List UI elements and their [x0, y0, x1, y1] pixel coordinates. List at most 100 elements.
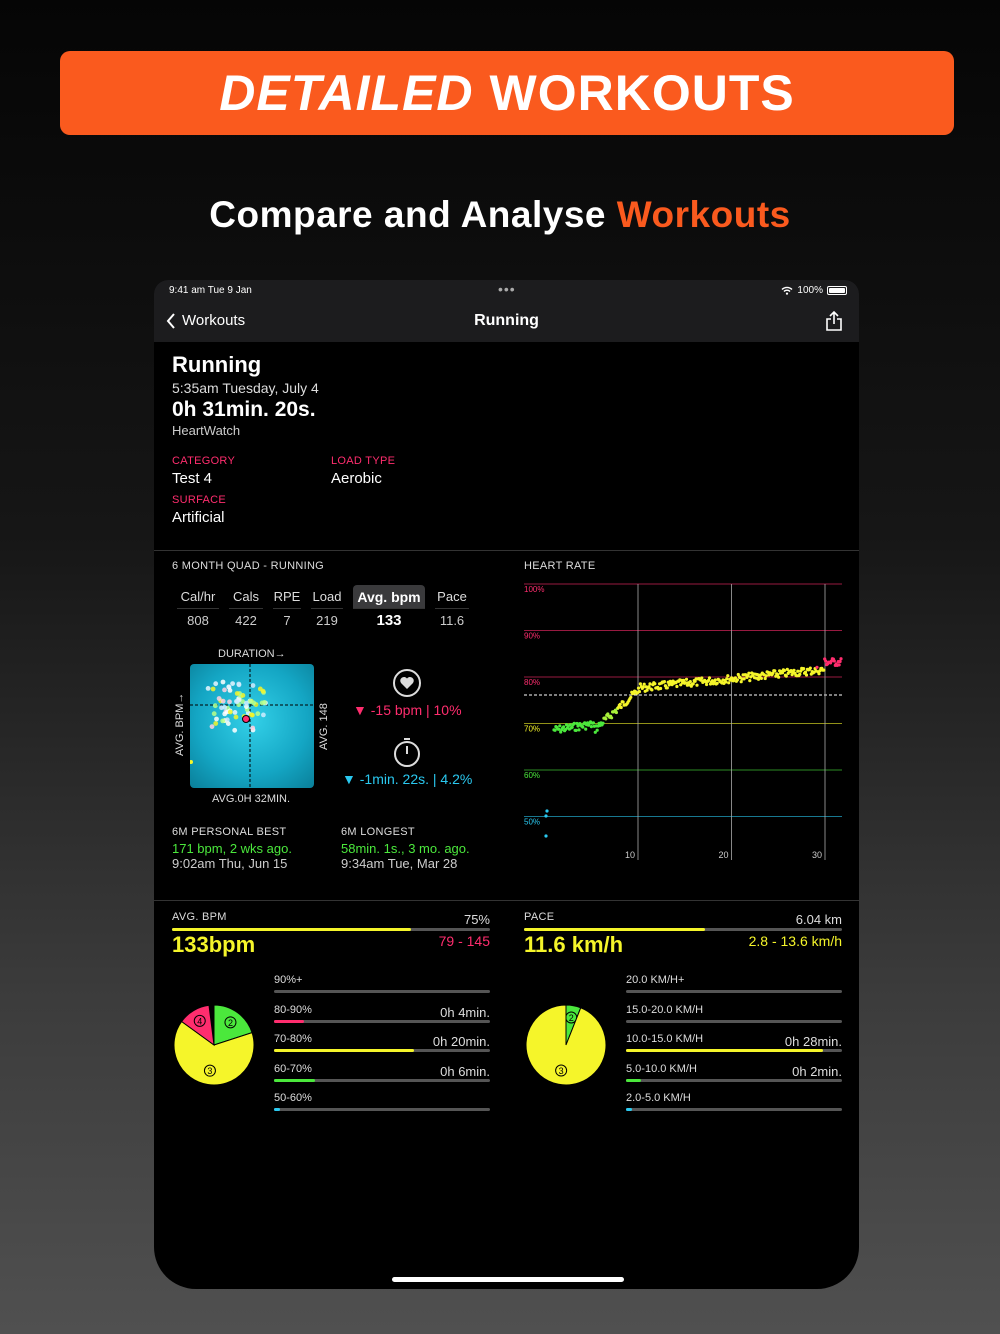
quad-stats-table: Cal/hr 808 Cals 422 RPE 7 Load 219 Avg. … [172, 585, 474, 633]
pie-zone-label: 2 [228, 1018, 233, 1028]
load-type-value: Aerobic [331, 470, 382, 487]
hr-sample-point [645, 688, 649, 692]
bpm-zone-track [274, 1078, 490, 1082]
hr-sample-point [804, 673, 809, 677]
quad-duration-axis-label: DURATION→ [218, 648, 286, 660]
stat-cal-hr[interactable]: Cal/hr 808 [172, 585, 224, 633]
hr-sample-point [619, 705, 623, 710]
hr-sample-point [629, 695, 633, 699]
hr-sample-point [577, 728, 581, 732]
bpm-zone-fill [274, 1078, 316, 1082]
hr-sample-point [544, 834, 548, 838]
hr-sample-point [562, 725, 566, 729]
pace-range: 2.8 - 13.6 km/h [748, 933, 842, 949]
hr-sample-point [792, 668, 796, 672]
hr-sample-point [659, 686, 663, 691]
quad-workout-point [225, 721, 231, 726]
pace-zone-label: 5.0-10.0 KM/H [626, 1062, 697, 1075]
hr-sample-point [568, 723, 572, 727]
hr-sample-point [544, 814, 548, 818]
quad-workout-point [222, 687, 227, 693]
quad-workout-point [261, 712, 266, 718]
bpm-zone-label: 70-80% [274, 1033, 312, 1045]
hr-sample-point [815, 665, 819, 669]
back-button[interactable]: Workouts [166, 312, 245, 329]
pace-zone-label: 2.0-5.0 KM/H [626, 1092, 691, 1104]
quad-workout-point [232, 710, 238, 715]
divider [154, 900, 859, 901]
bpm-zone-pie[interactable]: 2 3 4 [172, 1003, 256, 1087]
bpm-zone-fill [274, 1019, 305, 1023]
quad-bottom-label: AVG.0H 32MIN. [212, 793, 291, 805]
pace-distance: 6.04 km [795, 912, 842, 927]
pace-zone-track [626, 1108, 842, 1111]
hr-sample-point [584, 727, 588, 731]
hr-sample-point [796, 669, 800, 673]
battery-icon [827, 286, 847, 295]
banner-italic-text: DETAILED [219, 65, 474, 121]
hr-zone-label: 60% [524, 771, 540, 780]
pie-zone-label: 2 [569, 1013, 574, 1023]
stat-avg-bpm[interactable]: Avg. bpm 133 [348, 585, 430, 633]
hr-sample-point [707, 676, 712, 680]
bpm-zone-label: 50-60% [274, 1092, 312, 1104]
hr-sample-point [675, 684, 679, 689]
pace-zone-track [626, 1019, 842, 1023]
stat-cals[interactable]: Cals 422 [224, 585, 268, 633]
pie-zone-label: 3 [559, 1066, 564, 1076]
quad-workout-point [250, 725, 256, 731]
heart-rate-chart[interactable]: 100% 90% 80% 70% 60% 50% 10 20 30 [524, 580, 844, 865]
wifi-icon [781, 286, 793, 295]
quad-workout-point [227, 699, 232, 705]
hr-sample-point [591, 721, 595, 725]
hr-sample-point [695, 683, 699, 687]
pace-zone-pie[interactable]: 23 [524, 1003, 608, 1087]
stat-value: 808 [187, 613, 209, 628]
hr-sample-point [839, 657, 843, 661]
hr-sample-point [665, 686, 669, 690]
stat-header: Avg. bpm [353, 585, 425, 609]
hr-sample-point [700, 676, 704, 680]
hr-sample-point [557, 727, 561, 731]
hr-sample-point [618, 702, 622, 706]
hr-sample-point [817, 672, 821, 676]
quad-workout-point [211, 711, 217, 717]
hr-sample-point [693, 679, 697, 683]
hr-sample-point [648, 682, 652, 686]
hr-sample-point [773, 669, 777, 673]
stat-rpe[interactable]: RPE 7 [268, 585, 306, 633]
avg-bpm-progress-fill [172, 928, 411, 931]
feature-banner: DETAILED WORKOUTS [60, 51, 954, 135]
multitask-dots-icon[interactable]: ••• [498, 281, 516, 297]
stat-load[interactable]: Load 219 [306, 585, 348, 633]
quad-current-workout-point [242, 715, 250, 723]
heart-icon [393, 669, 421, 697]
share-button[interactable] [825, 310, 843, 337]
hr-sample-point [735, 678, 739, 682]
hr-sample-point [759, 676, 763, 680]
bpm-zone-track [274, 1108, 490, 1111]
hr-sample-point [782, 668, 786, 673]
bpm-zone-track [274, 1019, 490, 1023]
stat-value: 11.6 [439, 613, 465, 628]
stat-pace[interactable]: Pace 11.6 [430, 585, 474, 633]
home-indicator[interactable] [392, 1277, 624, 1282]
quad-workout-point [219, 705, 224, 711]
hr-sample-point [771, 671, 775, 675]
pace-zone-fill [626, 1049, 823, 1052]
hr-sample-point [739, 680, 743, 684]
hr-sample-point [572, 721, 576, 725]
quad-workout-point [227, 709, 233, 715]
quad-workout-point [244, 704, 249, 709]
hr-sample-point [576, 724, 580, 728]
longest-label: 6M LONGEST [341, 826, 415, 838]
hr-sample-point [683, 681, 688, 685]
stat-value: 133 [376, 612, 402, 629]
longest-date: 9:34am Tue, Mar 28 [341, 856, 458, 871]
quad-scatter-plot[interactable] [190, 664, 314, 788]
quad-workout-point [220, 679, 226, 685]
hr-zone-label: 80% [524, 678, 540, 687]
hr-sample-point [705, 682, 709, 687]
hr-sample-point [726, 674, 730, 678]
longest-value: 58min. 1s., 3 mo. ago. [341, 841, 470, 856]
